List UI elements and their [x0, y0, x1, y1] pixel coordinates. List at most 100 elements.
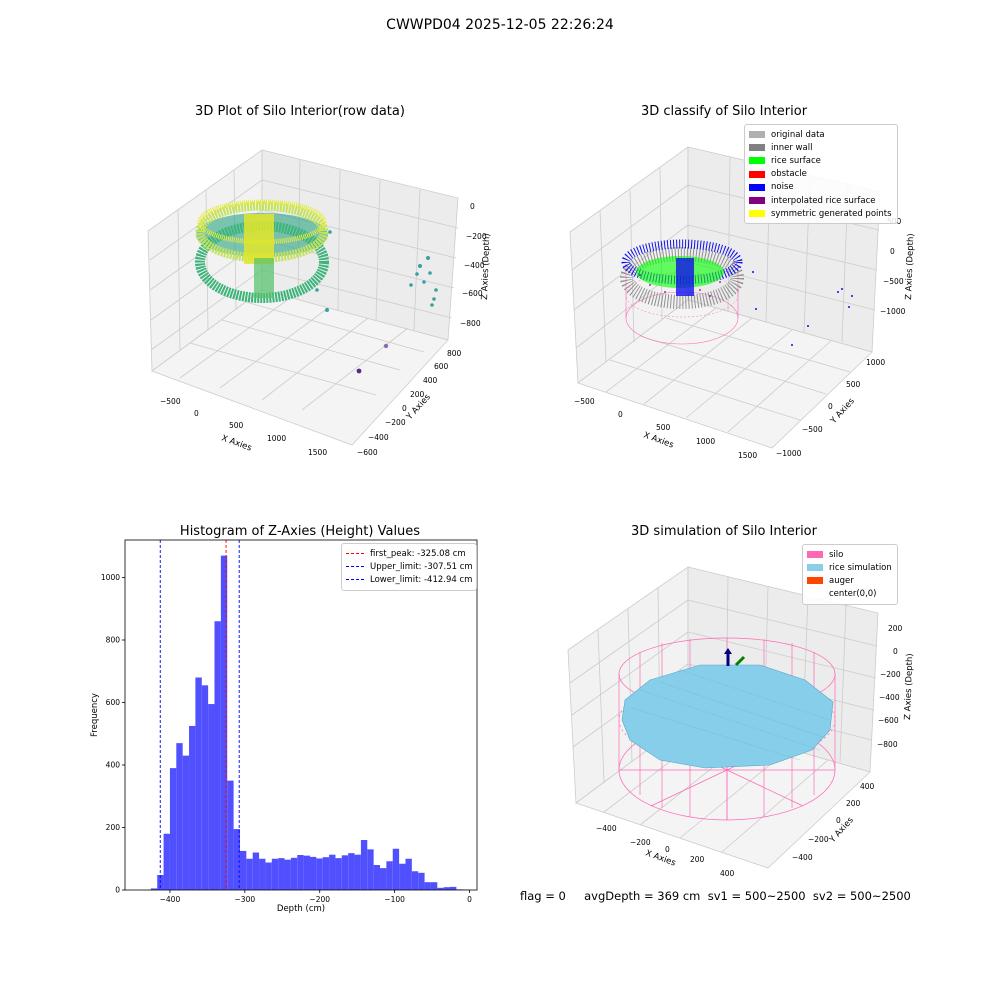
- histogram-bar: [220, 555, 228, 890]
- histogram-y-tick-label: 400: [106, 761, 121, 770]
- panel1-tick-labels: −500 0 500 1000 1500 −600 −400 −200 0 20…: [160, 202, 487, 457]
- legend-swatch: [749, 210, 765, 218]
- legend-item-rice-surface: rice surface: [749, 154, 893, 167]
- panel3-legend: first_peak: -325.08 cm Upper_limit: -307…: [341, 543, 477, 591]
- legend-item-obstacle: obstacle: [749, 168, 893, 181]
- panel1-xtick: 500: [229, 421, 244, 430]
- panel1-ytick: −600: [357, 448, 378, 457]
- legend-swatch: [346, 566, 364, 568]
- histogram-bar: [341, 855, 349, 890]
- histogram-bar: [259, 858, 266, 890]
- legend-swatch: [346, 553, 364, 555]
- histogram-bar: [418, 872, 425, 890]
- panel1-xlabel: X Axies: [220, 433, 253, 453]
- legend-item-upper-limit: Upper_limit: -307.51 cm: [346, 560, 473, 573]
- histogram-x-tick-label: 0: [467, 895, 472, 904]
- histogram-bar: [284, 859, 291, 890]
- legend-swatch: [807, 551, 823, 559]
- histogram-bar: [239, 850, 247, 890]
- legend-swatch: [749, 157, 765, 165]
- panel1-ztick: −800: [460, 319, 481, 328]
- histogram-reference-lines: [159, 540, 240, 890]
- histogram-bar: [233, 829, 240, 890]
- panel3-title: Histogram of Z-Axies (Height) Values: [179, 524, 421, 539]
- histogram-bar: [252, 852, 260, 890]
- histogram-bar: [309, 856, 317, 890]
- panel2-classified-cloud: [620, 239, 853, 346]
- panel4-ylabel: Y Axies: [827, 815, 856, 846]
- panel4-ztick: −600: [878, 716, 899, 725]
- panel2-legend: original data inner wall rice surface ob…: [744, 124, 898, 225]
- histogram-bar: [386, 861, 393, 890]
- histogram-x-tick-label: −300: [235, 895, 256, 904]
- histogram-bar: [329, 854, 336, 890]
- panel1-axis-labels: X Axies Y Axies Z Axies (Depth): [220, 233, 492, 454]
- panel4-ytick: 200: [846, 799, 861, 808]
- legend-item-original-data: original data: [749, 128, 893, 141]
- legend-item-interpolated-rice-surface: interpolated rice surface: [749, 194, 893, 207]
- histogram-bar: [456, 889, 463, 890]
- rice-simulation-surface: [621, 664, 834, 769]
- histogram-bar: [271, 858, 279, 890]
- legend-swatch: [807, 564, 823, 572]
- panel1-ytick: 800: [447, 349, 462, 358]
- panel4-ytick: −200: [808, 835, 829, 844]
- legend-item-center: center(0,0): [807, 588, 893, 601]
- legend-item-first-peak: first_peak: -325.08 cm: [346, 547, 472, 560]
- panel1-ylabel: Y Axies: [404, 392, 433, 423]
- histogram-bar: [430, 882, 438, 890]
- panel2-ytick: 1000: [866, 358, 885, 367]
- histogram-bar: [246, 858, 253, 890]
- panel4-xtick: −400: [596, 824, 617, 833]
- panel4-title: 3D simulation of Silo Interior: [631, 524, 817, 539]
- panel1-ytick: 400: [423, 376, 438, 385]
- histogram-bar: [367, 849, 374, 890]
- panel2-ytick: 0: [828, 402, 833, 411]
- histogram-bar: [303, 855, 310, 890]
- histogram-bar: [322, 857, 330, 890]
- histogram-bar: [163, 833, 170, 890]
- histogram-y-tick-label: 600: [106, 698, 121, 707]
- panel4-axis-labels: X Axies Y Axies Z Axies (Depth): [644, 653, 915, 869]
- histogram-bars: [150, 555, 470, 890]
- legend-item-silo: silo: [807, 548, 893, 561]
- legend-swatch: [749, 144, 765, 152]
- panel4-xtick: −200: [630, 838, 651, 847]
- histogram-bar: [450, 886, 457, 890]
- rice-surface-texture: [631, 669, 831, 761]
- histogram-bar: [176, 743, 183, 890]
- legend-swatch: [807, 590, 823, 598]
- histogram-y-tick-label: 200: [106, 823, 121, 832]
- legend-item-auger: auger: [807, 574, 893, 587]
- panel4-xlabel: X Axies: [644, 848, 677, 868]
- panel2-xtick: 500: [656, 423, 671, 432]
- histogram-bar: [208, 704, 215, 890]
- histogram-plot-frame: [124, 539, 478, 891]
- histogram-ylabel: Frequency: [90, 693, 100, 737]
- panel1-ytick: 200: [410, 390, 425, 399]
- histogram-bar: [392, 848, 400, 890]
- histogram-x-tick-label: −400: [160, 895, 181, 904]
- histogram-bar: [360, 840, 368, 890]
- panel2-xtick: 1000: [696, 437, 715, 446]
- panel4-zlabel: Z Axies (Depth): [903, 653, 915, 720]
- histogram-bar: [150, 888, 158, 890]
- panel1-xtick: 1000: [267, 434, 286, 443]
- histogram-bar: [335, 858, 342, 890]
- histogram-x-tick-label: −100: [384, 895, 405, 904]
- legend-item-lower-limit: Lower_limit: -412.94 cm: [346, 573, 472, 586]
- histogram-bar: [411, 871, 419, 890]
- histogram-bar: [443, 887, 451, 890]
- legend-swatch: [749, 131, 765, 139]
- panel4-ytick: 400: [860, 782, 875, 791]
- histogram-bar: [201, 685, 209, 890]
- auger-marker: [724, 648, 746, 667]
- panel1-ytick: 0: [402, 404, 407, 413]
- panel1-xtick: 0: [194, 409, 199, 418]
- panel4-xtick: 0: [665, 845, 670, 854]
- panel4-tick-labels: −400 −200 0 200 400 −400 −200 0 200 400 …: [596, 624, 903, 878]
- histogram-bar: [195, 677, 202, 890]
- panel4-ztick: −200: [880, 670, 901, 679]
- panel1-title: 3D Plot of Silo Interior(row data): [195, 104, 405, 119]
- legend-item-symmetric-generated-points: symmetric generated points: [749, 207, 893, 220]
